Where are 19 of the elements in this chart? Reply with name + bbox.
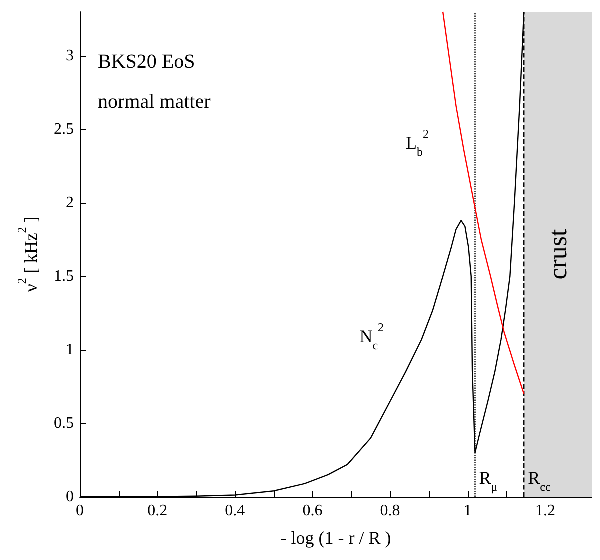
y-tick-label: 2.5 (54, 121, 74, 138)
x-tick-label: 0.2 (148, 502, 168, 520)
band-label: crust (544, 228, 573, 280)
y-tick-label: 1 (66, 342, 74, 359)
x-tick-label: 0.6 (302, 502, 323, 520)
y-tick-label: 0.5 (54, 415, 74, 432)
y-tick-label: 2 (66, 194, 74, 212)
line-series (442, 11, 525, 395)
x-tick-label: 0.4 (225, 502, 246, 520)
y-tick-label: 1.5 (54, 268, 74, 286)
y-tick-label: 3 (66, 48, 74, 65)
x-tick-label: 1 (464, 502, 472, 520)
x-tick-label: 0.8 (380, 502, 400, 520)
x-axis-title: - log (1 - r / R ) (280, 528, 392, 548)
annotation: normal matter (98, 91, 212, 113)
y-tick-label: 0 (66, 488, 74, 506)
annotation: BKS20 EoS (98, 51, 196, 73)
x-tick-label: 1.2 (535, 502, 556, 520)
y-axis-title: ν2 [ kHz2 ] (15, 216, 41, 292)
